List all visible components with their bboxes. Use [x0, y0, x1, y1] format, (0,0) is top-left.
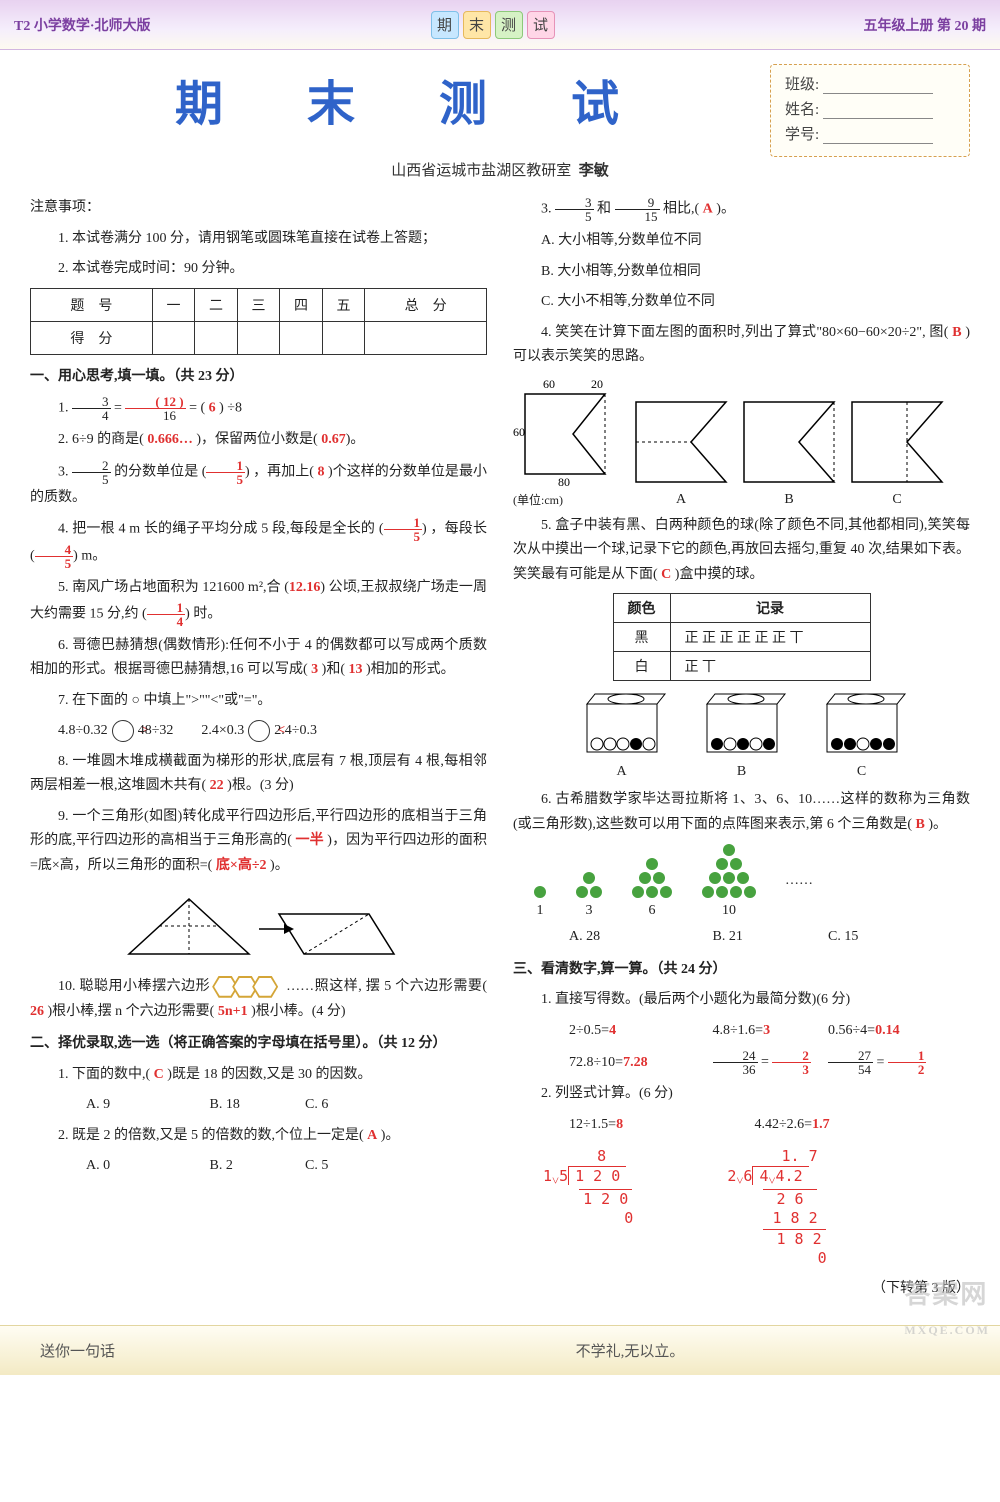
label-id: 学号:: [785, 127, 819, 143]
compare-circle-2: <: [248, 720, 270, 742]
ball-boxes: A B: [513, 689, 970, 780]
header-badges: 期 末 测 试: [431, 11, 555, 39]
page-footer: 送你一句话 不学礼,无以立。: [0, 1325, 1000, 1375]
q2-1: 1. 下面的数中,( C )既是 18 的因数,又是 30 的因数。: [30, 1063, 487, 1088]
q2-4: 4. 笑笑在计算下面左图的面积时,列出了算式"80×60−60×20÷2", 图…: [513, 321, 970, 370]
notice-2: 2. 本试卷完成时间：90 分钟。: [30, 257, 487, 282]
score-h2: 二: [195, 288, 237, 321]
unit-label: (单位:cm): [513, 491, 623, 508]
turn-page: （下转第 3 版）: [513, 1277, 970, 1302]
q3-2-h: 2. 列竖式计算。(6 分): [513, 1082, 970, 1107]
q2-3-b: B. 大小相等,分数单位相同: [513, 260, 970, 285]
svg-text:80: 80: [558, 475, 570, 486]
q7-row: 4.8÷0.32>48÷32 2.4×0.3<2.4÷0.3: [30, 719, 487, 744]
box-a-icon: [577, 689, 667, 759]
q9: 9. 一个三角形(如图)转化成平行四边形后,平行四边形的底相当于三角形的底,平行…: [30, 805, 487, 879]
subtitle-author: 李敏: [579, 163, 609, 179]
box-c-label: C: [817, 764, 907, 780]
score-row-label: 得 分: [31, 321, 153, 354]
subtitle-org: 山西省运城市盐湖区教研室: [391, 163, 571, 179]
q5: 5. 南风广场占地面积为 121600 m²,合 (12.16) 公顷,王叔叔绕…: [30, 576, 487, 628]
q2-3: 3. 35 和 915 相比,( A )。: [513, 196, 970, 223]
q2: 2. 6÷9 的商是( 0.666… )，保留两位小数是( 0.67)。: [30, 428, 487, 453]
label-name: 姓名:: [785, 102, 819, 118]
q2-3-c: C. 大小不相等,分数单位不同: [513, 290, 970, 315]
watermark: 答案网MXQE.COM: [904, 1274, 990, 1341]
title-row: 期 末 测 试 班级: 姓名: 学号:: [0, 50, 1000, 163]
q2-4-figure: 60 20 60 80 (单位:cm): [513, 376, 970, 508]
opt-c-label: C: [847, 492, 947, 508]
box-b-icon: [697, 689, 787, 759]
q3: 3. 25 的分数单位是 (15) ，再加上( 8 )个这样的分数单位是最小的质…: [30, 459, 487, 511]
notice-1: 1. 本试卷满分 100 分，请用钢笔或圆珠笔直接在试卷上答题；: [30, 227, 487, 252]
score-h6: 总 分: [365, 288, 487, 321]
q3-1-row1: 2÷0.5=4 4.8÷1.6=3 0.56÷4=0.14: [513, 1019, 970, 1044]
tally-table: 颜色记录 黑正 正 正 正 正 正 丅 白正 丅: [613, 593, 871, 681]
opt-a-label: A: [631, 492, 731, 508]
q2-2-opts: A. 0 B. 2 C. 5: [30, 1154, 487, 1179]
notice-head: 注意事项：: [30, 196, 487, 221]
compare-circle-1: >: [112, 720, 134, 742]
q10: 10. 聪聪用小棒摆六边形 ……照这样, 摆 5 个六边形需要( 26 )根小棒…: [30, 975, 487, 1024]
q1: 1. 34 = ( 12 )16 = ( 6 ) ÷8: [30, 395, 487, 422]
right-column: 3. 35 和 915 相比,( A )。 A. 大小相等,分数单位不同 B. …: [513, 190, 970, 1307]
svg-text:20: 20: [591, 377, 603, 391]
box-c-icon: [817, 689, 907, 759]
score-h4: 四: [280, 288, 322, 321]
q2-6: 6. 古希腊数学家毕达哥拉斯将 1、3、6、10……这样的数称为三角数(或三角形…: [513, 788, 970, 837]
option-a-shape: [631, 397, 731, 487]
badge-4: 试: [527, 11, 555, 39]
section-2: 二、择优录取,选一选（将正确答案的字母填在括号里）。（共 12 分）: [30, 1032, 487, 1057]
q9-figure: [30, 884, 487, 969]
q2-1-opts: A. 9 B. 18 C. 6: [30, 1093, 487, 1118]
q2-3-a: A. 大小相等,分数单位不同: [513, 229, 970, 254]
q2-2: 2. 既是 2 的倍数,又是 5 的倍数的数,个位上一定是( A )。: [30, 1124, 487, 1149]
long-division-a: 8 1˅51 2 0 1 2 0 0: [543, 1147, 633, 1269]
q3-2-row: 12÷1.5=8 4.42÷2.6=1.7: [513, 1113, 970, 1138]
header-left: T2 小学数学·北师大版: [14, 15, 151, 35]
section-3: 三、看清数字,算一算。（共 24 分）: [513, 958, 970, 983]
box-a-label: A: [577, 764, 667, 780]
q2-6-opts: A. 28 B. 21 C. 15: [513, 925, 970, 950]
subtitle: 山西省运城市盐湖区教研室 李敏: [0, 159, 1000, 180]
header-right: 五年级上册 第 20 期: [864, 15, 987, 35]
q4: 4. 把一根 4 m 长的绳子平均分成 5 段,每段是全长的 (15) ，每段长…: [30, 516, 487, 570]
q6: 6. 哥德巴赫猜想(偶数情形):任何不小于 4 的偶数都可以写成两个质数相加的形…: [30, 634, 487, 683]
score-h1: 一: [152, 288, 194, 321]
triangular-numbers: 1 3 6 10 ……: [513, 843, 970, 919]
score-h0: 题 号: [31, 288, 153, 321]
concave-pentagon-icon: 60 20 60 80: [513, 376, 623, 486]
option-b-shape: [739, 397, 839, 487]
triangle-to-parallelogram-icon: [109, 884, 409, 964]
footer-center: 不学礼,无以立。: [300, 1340, 960, 1361]
svg-text:60: 60: [513, 425, 525, 439]
long-division-row: 8 1˅51 2 0 1 2 0 0 1. 7 2˅64˅4.2 2 6 1 8…: [513, 1143, 970, 1269]
ellipsis: ……: [785, 873, 813, 889]
footer-left: 送你一句话: [40, 1340, 300, 1361]
student-info-box: 班级: 姓名: 学号:: [770, 64, 970, 157]
hexagon-icon: [218, 976, 278, 998]
q3-1-row2: 72.8÷10=7.28 2436 = 23 2754 = 12: [513, 1049, 970, 1076]
box-b-label: B: [697, 764, 787, 780]
badge-1: 期: [431, 11, 459, 39]
badge-3: 测: [495, 11, 523, 39]
score-h5: 五: [322, 288, 364, 321]
exam-title: 期 末 测 试: [60, 64, 770, 134]
option-c-shape: [847, 397, 947, 487]
label-class: 班级:: [785, 77, 819, 93]
badge-2: 末: [463, 11, 491, 39]
page-header: T2 小学数学·北师大版 期 末 测 试 五年级上册 第 20 期: [0, 0, 1000, 50]
svg-text:60: 60: [543, 377, 555, 391]
long-division-b: 1. 7 2˅64˅4.2 2 6 1 8 2 1 8 2 0: [727, 1147, 826, 1269]
q7: 7. 在下面的 ○ 中填上">""<"或"="。: [30, 689, 487, 714]
q8: 8. 一堆圆木堆成横截面为梯形的形状,底层有 7 根,顶层有 4 根,每相邻两层…: [30, 750, 487, 799]
score-table: 题 号 一 二 三 四 五 总 分 得 分: [30, 288, 487, 355]
q3-1-h: 1. 直接写得数。(最后两个小题化为最简分数)(6 分): [513, 988, 970, 1013]
q2-5: 5. 盒子中装有黑、白两种颜色的球(除了颜色不同,其他都相同),笑笑每次从中摸出…: [513, 514, 970, 588]
opt-b-label: B: [739, 492, 839, 508]
left-column: 注意事项： 1. 本试卷满分 100 分，请用钢笔或圆珠笔直接在试卷上答题； 2…: [30, 190, 487, 1307]
section-1: 一、用心思考,填一填。（共 23 分）: [30, 365, 487, 390]
score-h3: 三: [237, 288, 279, 321]
